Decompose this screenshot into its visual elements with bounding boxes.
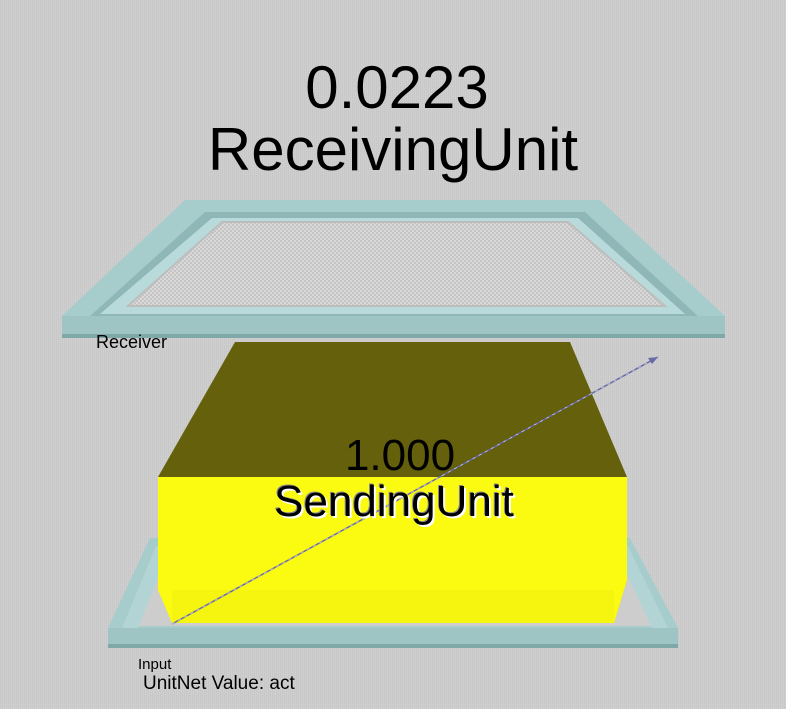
unitnet-value-status: UnitNet Value: act [143, 673, 295, 694]
sending-unit-value: 1.000 [344, 431, 456, 480]
sending-unit-box[interactable] [158, 342, 627, 623]
receiving-unit-value: 0.0223 [305, 54, 489, 121]
receiving-unit-name: ReceivingUnit [207, 116, 579, 183]
sending-unit-name: SendingUnit [274, 477, 514, 526]
receiver-layer-label: Receiver [96, 332, 168, 352]
receiving-unit-panel[interactable] [125, 221, 668, 307]
connection-projection [171, 356, 659, 625]
arrowhead-icon [648, 357, 658, 364]
input-layer-label: Input [138, 656, 172, 673]
